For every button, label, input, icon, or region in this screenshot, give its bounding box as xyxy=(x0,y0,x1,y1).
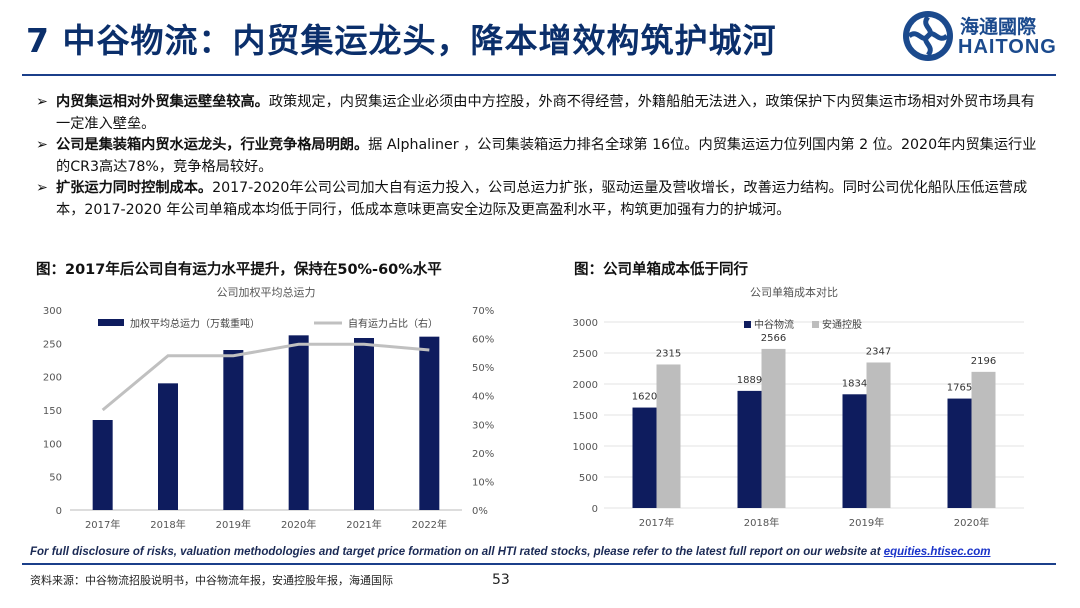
title-divider xyxy=(22,74,1056,76)
x-tick-label: 2017年 xyxy=(639,516,674,529)
y-tick-label: 2500 xyxy=(573,349,598,360)
logo-chinese-text: 海通國際 xyxy=(960,16,1037,38)
disclosure-text: For full disclosure of risks, valuation … xyxy=(30,546,1030,558)
bullet-arrow-icon: ➢ xyxy=(36,137,48,154)
data-label: 2566 xyxy=(761,333,786,344)
capacity-bar xyxy=(223,350,244,510)
y2-tick-label: 70% xyxy=(472,306,494,317)
bullet-text: 政策规定，内贸集运企业必须由中方控股，外商不得经营，外籍船舶无法进入，政策保护下… xyxy=(56,94,1035,132)
bullet-item: ➢ 内贸集运相对外贸集运壁垒较高。政策规定，内贸集运企业必须由中方控股，外商不得… xyxy=(36,92,1046,135)
page-number: 53 xyxy=(492,572,510,588)
data-label: 2196 xyxy=(971,356,996,367)
x-tick-label: 2022年 xyxy=(412,518,447,531)
y-tick-label: 50 xyxy=(49,473,62,484)
antong-bar xyxy=(971,371,996,508)
y2-tick-label: 40% xyxy=(472,392,494,403)
zhonggu-bar xyxy=(842,394,867,508)
bullet-arrow-icon: ➢ xyxy=(36,94,48,110)
legend-zhonggu-label: 中谷物流 xyxy=(754,318,794,331)
y-tick-label: 2000 xyxy=(573,380,598,391)
own-capacity-line xyxy=(101,342,430,412)
bullet-heading: 扩张运力同时控制成本。 xyxy=(56,180,213,197)
capacity-bar xyxy=(354,338,374,510)
haitong-logo: 海通國際 HAITONG xyxy=(900,8,1060,64)
y-tick-label: 0 xyxy=(56,506,62,517)
bullet-heading: 公司是集装箱内贸水运龙头，行业竞争格局明朗。 xyxy=(56,137,369,154)
legend-antong-label: 安通控股 xyxy=(822,318,862,331)
chart-title: 公司加权平均总运力 xyxy=(217,285,316,299)
y-tick-label: 1500 xyxy=(573,411,598,422)
legend-line-label: 自有运力占比（右） xyxy=(348,317,438,330)
antong-bar xyxy=(866,362,891,508)
x-tick-label: 2019年 xyxy=(216,518,251,531)
data-label: 1834 xyxy=(842,378,867,389)
bullet-text: 2017-2020年公司公司加大自有运力投入，公司总运力扩张，驱动运量及营收增长… xyxy=(56,180,1028,218)
capacity-chart: 公司加权平均总运力 0 50 100 150 200 250 300 0% 10% 20% 30% 40… xyxy=(43,285,494,531)
bullet-list: ➢ 内贸集运相对外贸集运壁垒较高。政策规定，内贸集运企业必须由中方控股，外商不得… xyxy=(36,92,1046,222)
unit-cost-chart: 公司单箱成本对比 0 500 1000 1500 2000 2500 3000 2017年 162… xyxy=(573,285,1024,529)
y-tick-label: 300 xyxy=(43,306,62,317)
bullet-text: 据 Alphaliner ，公司集装箱运力排名全球第 16位。内贸集运运力位列国… xyxy=(56,137,1037,175)
antong-bar xyxy=(656,364,681,508)
legend-antong-swatch xyxy=(812,321,819,328)
x-tick-label: 2018年 xyxy=(150,518,185,531)
y-tick-label: 500 xyxy=(579,473,598,484)
y2-tick-label: 20% xyxy=(472,449,494,460)
y-tick-label: 100 xyxy=(43,439,62,450)
y2-tick-label: 60% xyxy=(472,335,494,346)
haitong-logo-icon xyxy=(903,11,953,61)
data-label: 1889 xyxy=(737,375,762,386)
y2-tick-label: 50% xyxy=(472,363,494,374)
x-tick-label: 2017年 xyxy=(85,518,120,531)
legend-bar-label: 加权平均总运力（万载重吨） xyxy=(130,317,260,330)
y-tick-label: 0 xyxy=(592,504,598,515)
zhonggu-bar xyxy=(632,407,657,508)
right-chart-caption: 图：公司单箱成本低于同行 xyxy=(574,262,748,278)
legend-bar-swatch xyxy=(98,319,124,326)
bullet-arrow-icon: ➢ xyxy=(36,180,48,197)
y2-tick-label: 30% xyxy=(472,420,494,431)
bullet-item: ➢ 扩张运力同时控制成本。2017-2020年公司公司加大自有运力投入，公司总运… xyxy=(36,178,1046,221)
website-link[interactable]: equities.htisec.com xyxy=(883,546,991,558)
legend-zhonggu-swatch xyxy=(744,321,751,328)
logo-english-text: HAITONG xyxy=(958,36,1057,58)
bullet-item: ➢ 公司是集装箱内贸水运龙头，行业竞争格局明朗。据 Alphaliner ，公司… xyxy=(36,135,1046,178)
capacity-bar xyxy=(158,383,178,510)
data-label: 2347 xyxy=(866,346,891,357)
y-tick-label: 250 xyxy=(43,339,62,350)
source-note: 资料来源：中谷物流招股说明书，中谷物流年报，安通控股年报，海通国际 xyxy=(30,574,393,587)
capacity-bar xyxy=(92,420,113,510)
x-tick-label: 2019年 xyxy=(849,516,884,529)
capacity-bar xyxy=(288,335,309,510)
zhonggu-bar xyxy=(947,398,972,508)
left-chart-caption: 图：2017年后公司自有运力水平提升，保持在50%-60%水平 xyxy=(36,262,442,278)
y2-tick-label: 10% xyxy=(472,477,494,488)
chart-title: 公司单箱成本对比 xyxy=(750,285,838,299)
page-title: 7 中谷物流：内贸集运龙头，降本增效构筑护城河 xyxy=(26,21,777,60)
y-tick-label: 1000 xyxy=(573,442,598,453)
bullet-heading: 内贸集运相对外贸集运壁垒较高。 xyxy=(56,94,269,110)
data-label: 1765 xyxy=(947,383,972,394)
antong-bar xyxy=(761,348,786,508)
x-tick-label: 2018年 xyxy=(744,516,779,529)
x-tick-label: 2020年 xyxy=(954,516,989,529)
data-label: 2315 xyxy=(656,348,681,359)
y-tick-label: 3000 xyxy=(573,318,598,329)
y2-tick-label: 0% xyxy=(472,506,488,517)
disclosure-statement: For full disclosure of risks, valuation … xyxy=(30,546,881,558)
zhonggu-bar xyxy=(737,390,762,508)
footer-divider xyxy=(22,563,1056,565)
x-tick-label: 2020年 xyxy=(281,518,316,531)
y-tick-label: 200 xyxy=(43,373,62,384)
capacity-bar xyxy=(419,336,440,510)
data-label: 1620 xyxy=(632,392,657,403)
y-tick-label: 150 xyxy=(43,406,62,417)
x-tick-label: 2021年 xyxy=(346,518,381,531)
